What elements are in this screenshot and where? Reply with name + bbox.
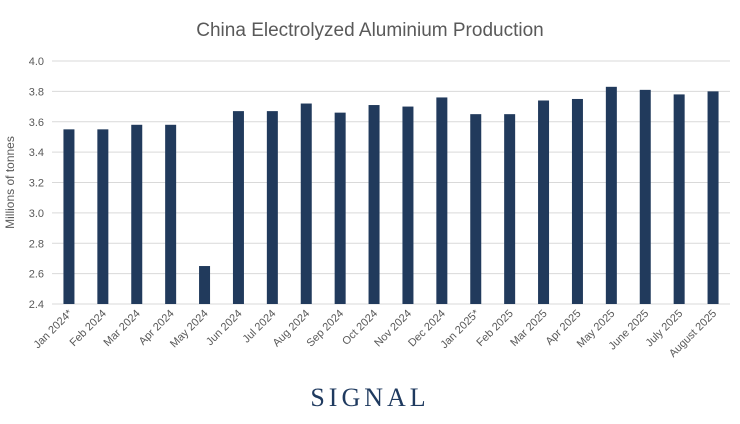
bar (97, 129, 109, 304)
bar (436, 97, 448, 304)
y-tick-label: 2.4 (29, 299, 44, 311)
bar (199, 266, 211, 304)
bar (300, 103, 312, 305)
bar (131, 124, 143, 304)
bar (368, 105, 380, 304)
y-tick-label: 4.0 (29, 56, 44, 68)
bar (571, 98, 583, 304)
bar (707, 91, 719, 304)
bar-chart: 2.4 2.6 2.8 3.0 3.2 3.4 3.6 3.8 4.0 Millions of t… (3, 56, 730, 360)
bar (605, 86, 617, 304)
x-tick-label: Sep 2024 (304, 308, 346, 350)
signal-logo: SIGNAL (310, 383, 430, 412)
bar (504, 114, 516, 304)
chart-title: China Electrolyzed Aluminium Production (196, 20, 544, 41)
bar (232, 111, 244, 305)
y-axis-label: Millions of tonnes (3, 136, 17, 229)
bar (266, 111, 278, 305)
x-tick-label: Jan 2024* (32, 307, 76, 351)
bar (538, 100, 550, 304)
bar (334, 112, 346, 304)
x-tick-label: Jun 2024 (204, 308, 244, 348)
y-tick-label: 2.8 (29, 238, 44, 250)
y-tick-label: 3.2 (29, 178, 44, 190)
y-tick-label: 3.6 (29, 117, 44, 129)
y-tick-label: 2.6 (29, 269, 44, 281)
y-tick-label: 3.0 (29, 208, 44, 220)
bar (639, 89, 651, 304)
x-tick-label: Mar 2024 (102, 308, 143, 349)
bar (63, 129, 75, 304)
y-tick-label: 3.4 (29, 147, 44, 159)
bar (402, 106, 414, 304)
bar (673, 94, 685, 304)
y-tick-label: 3.8 (29, 86, 44, 98)
x-tick-label: Mar 2025 (508, 308, 549, 349)
bar (165, 124, 177, 304)
bar (470, 114, 482, 304)
